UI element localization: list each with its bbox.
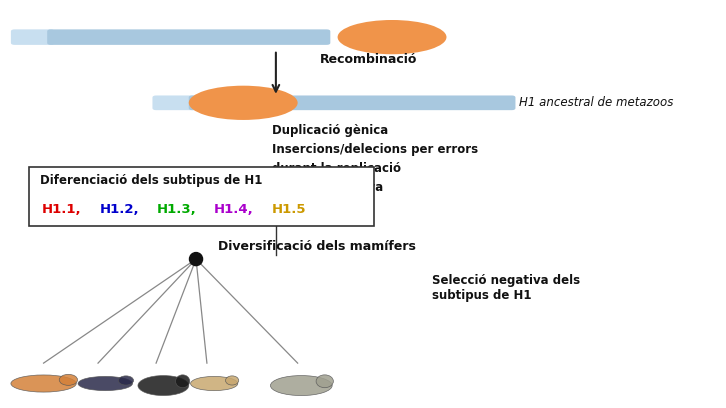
Ellipse shape (60, 375, 78, 385)
Ellipse shape (118, 376, 134, 385)
Ellipse shape (176, 375, 189, 388)
Ellipse shape (138, 375, 189, 396)
FancyBboxPatch shape (189, 95, 515, 110)
Text: H1.4,: H1.4, (214, 203, 254, 216)
Ellipse shape (78, 376, 133, 391)
Text: Diferenciació dels subtipus de H1: Diferenciació dels subtipus de H1 (40, 174, 262, 187)
Ellipse shape (270, 375, 332, 396)
FancyBboxPatch shape (47, 29, 330, 45)
Ellipse shape (316, 375, 333, 388)
Text: Duplicació gènica
Insercions/delecions per errors
durant la replicació
Selecció : Duplicació gènica Insercions/delecions p… (272, 124, 478, 195)
Ellipse shape (189, 253, 203, 266)
Ellipse shape (189, 86, 298, 120)
Text: H1.3,: H1.3, (157, 203, 197, 216)
Text: Selecció negativa dels
subtipus de H1: Selecció negativa dels subtipus de H1 (432, 274, 580, 302)
Text: Diversificació dels mamífers: Diversificació dels mamífers (218, 240, 416, 253)
Ellipse shape (226, 376, 239, 385)
FancyBboxPatch shape (11, 29, 54, 45)
Text: Recombinació: Recombinació (319, 53, 417, 66)
FancyBboxPatch shape (152, 95, 196, 110)
Text: H1 ancestral de metazoos: H1 ancestral de metazoos (519, 96, 674, 109)
Text: H1.1,: H1.1, (42, 203, 82, 216)
Ellipse shape (190, 376, 238, 391)
Text: H1.2,: H1.2, (99, 203, 139, 216)
Text: H1.5: H1.5 (272, 203, 306, 216)
Ellipse shape (338, 20, 446, 54)
FancyBboxPatch shape (29, 167, 374, 226)
Ellipse shape (11, 375, 76, 392)
